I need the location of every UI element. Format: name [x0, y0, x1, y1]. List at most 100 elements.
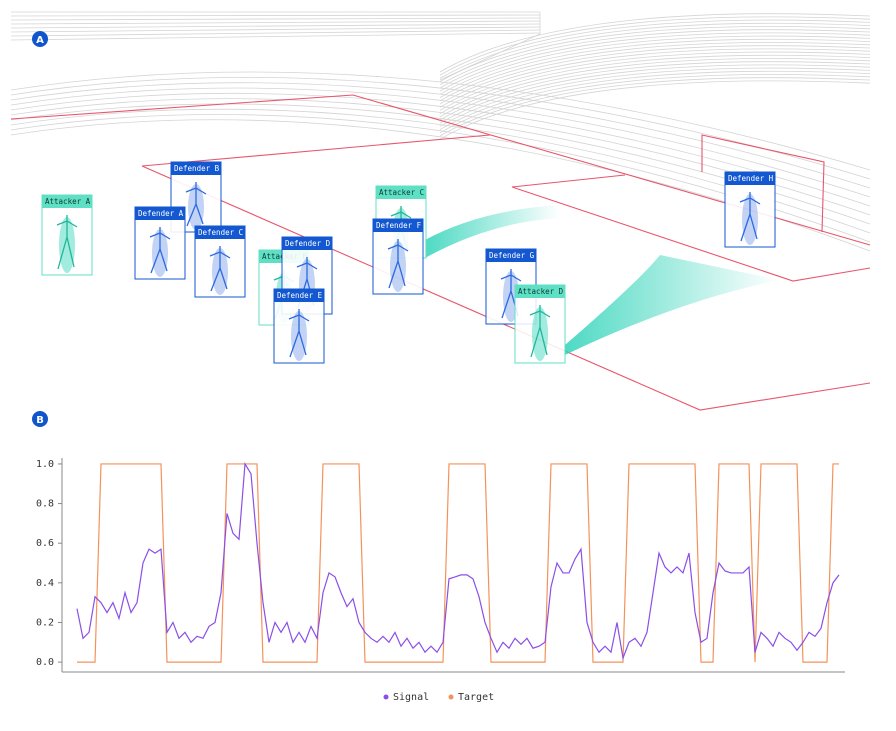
stand-line [10, 29, 541, 37]
player-card: Defender H [724, 171, 776, 248]
stand-line [439, 32, 871, 92]
stand-line [10, 26, 541, 33]
player-skeleton [185, 182, 207, 227]
player-label: Defender F [376, 221, 422, 230]
card-header [373, 219, 423, 232]
card-header [195, 226, 245, 239]
stand-line [10, 92, 871, 207]
card-header [42, 195, 92, 208]
player-silhouette [291, 311, 307, 361]
stand-line [10, 82, 871, 189]
player-skeleton [387, 239, 409, 289]
stand-line [439, 77, 871, 137]
legend-label: Signal [393, 692, 429, 703]
player-card: Defender A [134, 206, 186, 280]
y-tick-label: 0.2 [36, 617, 54, 628]
player-silhouette [212, 248, 228, 295]
card-header [515, 285, 565, 298]
card-header [725, 172, 775, 185]
stand-line [10, 71, 871, 171]
legend-marker [448, 694, 454, 700]
player-label: Defender A [138, 209, 184, 218]
card-header [486, 249, 536, 262]
stand-line [439, 19, 871, 79]
card-header [135, 207, 185, 220]
stand-line [439, 22, 871, 82]
player-silhouette [59, 217, 75, 273]
stand-line [439, 29, 871, 89]
player-skeleton [288, 309, 310, 358]
player-card: Attacker D [514, 284, 566, 364]
stand-line [10, 76, 871, 180]
stand-line [10, 20, 541, 25]
player-card: Defender E [273, 288, 325, 364]
stand-line [10, 17, 541, 21]
stand-line [439, 26, 871, 86]
player-label: Defender B [174, 164, 220, 173]
player-label: Defender E [277, 291, 323, 300]
stand-line [439, 70, 871, 130]
player-silhouette [152, 229, 168, 277]
stand-line [439, 54, 871, 114]
player-skeleton [739, 192, 761, 242]
stand-line [439, 61, 871, 121]
stand-line [439, 35, 871, 95]
legend-marker [383, 694, 389, 700]
series-line [77, 463, 839, 663]
stand-line [439, 16, 871, 76]
legend-label: Target [458, 692, 494, 703]
card-header [376, 186, 426, 199]
y-tick-label: 0.0 [36, 657, 54, 668]
player-cards: Attacker A Defender B Defender A Defender C… [41, 161, 776, 364]
player-skeleton [149, 227, 171, 274]
panel-marker [32, 31, 48, 47]
player-skeleton [56, 215, 78, 270]
player-silhouette [390, 241, 406, 292]
stand-line [439, 67, 871, 127]
player-label: Defender D [285, 239, 331, 248]
y-tick-label: 1.0 [36, 459, 54, 470]
player-label: Defender H [728, 174, 774, 183]
player-card: Defender C [194, 225, 246, 298]
card-header [274, 289, 324, 302]
stand-line [10, 14, 541, 17]
stand-line [439, 13, 871, 73]
panel-label: A [36, 35, 44, 46]
series-line [76, 462, 840, 661]
y-tick-label: 0.4 [36, 578, 54, 589]
stand-line [439, 58, 871, 118]
stand-line [439, 12, 541, 81]
player-skeleton [529, 305, 551, 358]
stand-line [10, 23, 541, 29]
stand-line [10, 32, 541, 41]
player-card: Attacker A [41, 194, 93, 276]
stand-line [439, 42, 871, 102]
y-tick-label: 0.6 [36, 538, 54, 549]
stand-line [439, 48, 871, 108]
player-card: Defender F [372, 218, 424, 295]
player-label: Attacker D [518, 287, 564, 296]
card-header [171, 162, 221, 175]
panel-marker [32, 411, 48, 427]
stand-line [439, 74, 871, 134]
vision-cone [425, 205, 560, 258]
player-label: Defender C [198, 228, 243, 237]
card-header [282, 237, 332, 250]
stand-line [439, 64, 871, 124]
stand-line [439, 80, 871, 140]
y-tick-label: 0.8 [36, 499, 54, 510]
stand-line [439, 45, 871, 105]
player-silhouette [742, 194, 758, 245]
player-label: Attacker A [45, 197, 91, 206]
panel-label: B [36, 415, 44, 426]
vision-cone [565, 255, 780, 355]
stand-line [439, 51, 871, 111]
player-skeleton [390, 206, 412, 253]
player-silhouette [188, 184, 204, 230]
player-skeleton [209, 246, 231, 292]
player-skeleton [296, 257, 318, 309]
player-skeleton [500, 269, 522, 319]
player-silhouette [532, 307, 548, 361]
chart: 0.0 0.2 0.4 0.6 0.8 1.0 Signal Target [36, 459, 840, 703]
